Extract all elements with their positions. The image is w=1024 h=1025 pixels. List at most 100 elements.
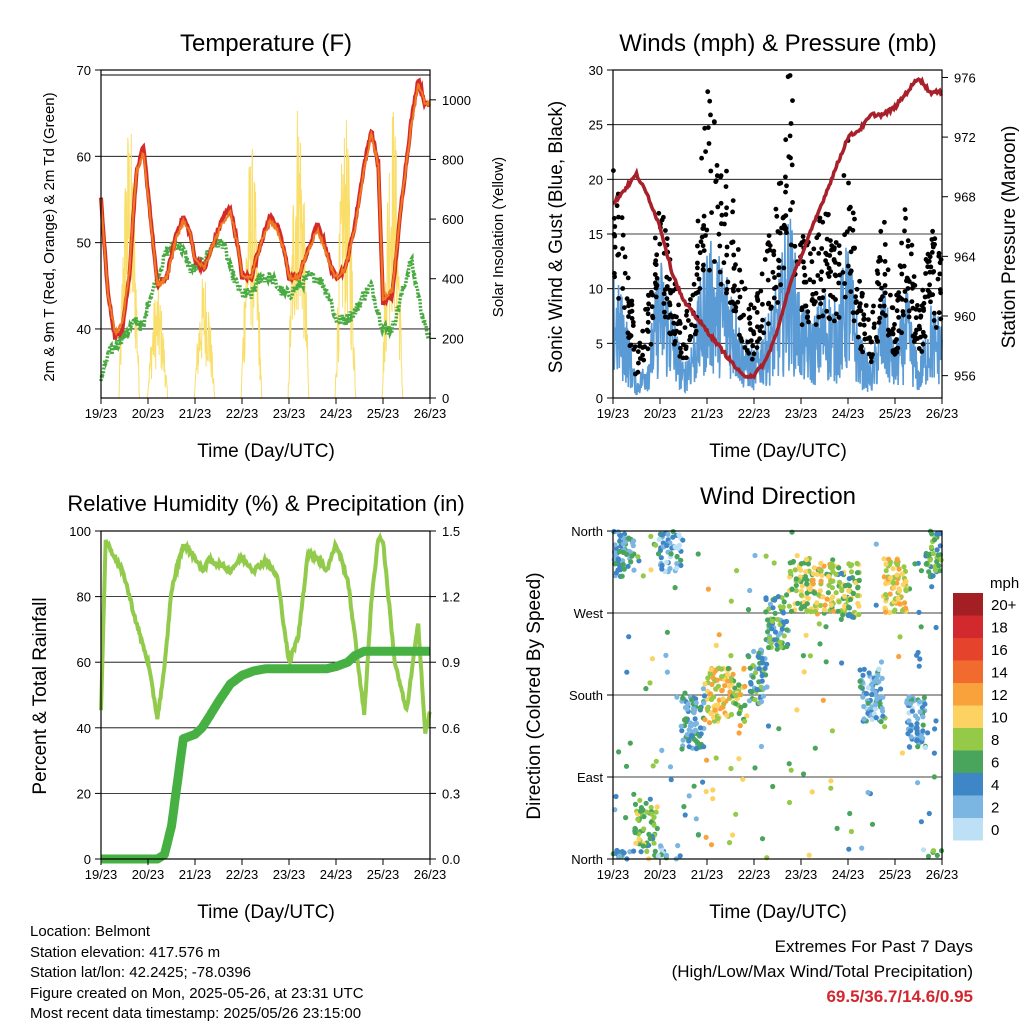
gust-point xyxy=(871,325,877,330)
gust-point xyxy=(900,309,906,314)
wind-direction-point xyxy=(914,737,920,743)
gust-point xyxy=(911,339,917,344)
wind-direction-point xyxy=(686,793,692,799)
wind-direction-point xyxy=(697,705,703,711)
direction-x-tick-label: 26/23 xyxy=(926,867,959,882)
wind-direction-point xyxy=(789,529,795,535)
wind-direction-point xyxy=(726,840,733,846)
gust-point xyxy=(902,207,908,213)
wind-direction-point xyxy=(822,602,828,608)
gust-point xyxy=(703,233,708,238)
wind-direction-point xyxy=(895,596,901,602)
wind-direction-point xyxy=(903,605,909,611)
wind-direction-point xyxy=(854,570,861,576)
wind-direction-point xyxy=(664,629,671,635)
wind-direction-point xyxy=(894,557,900,563)
gust-point xyxy=(837,250,843,256)
wind-direction-point xyxy=(914,721,920,727)
gust-point xyxy=(640,328,646,334)
gust-point xyxy=(848,249,854,255)
gust-point xyxy=(876,320,882,325)
wind-direction-point xyxy=(804,594,810,601)
gust-point xyxy=(739,279,745,285)
wind-direction-point xyxy=(871,678,878,685)
wind-direction-point xyxy=(747,665,753,671)
gust-point xyxy=(813,322,819,327)
wind-direction-point xyxy=(760,693,767,699)
wind-direction-point xyxy=(803,632,809,638)
wind-direction-point xyxy=(726,683,733,689)
wind-direction-point xyxy=(772,597,778,603)
gust-point xyxy=(680,355,686,361)
wind-direction-point xyxy=(668,551,674,557)
humidity-plot-frame xyxy=(100,530,431,860)
gust-point xyxy=(802,272,808,278)
speed-legend-label: 8 xyxy=(991,732,999,749)
gust-point xyxy=(626,314,631,319)
wind-direction-point xyxy=(746,654,752,660)
wind-direction-point xyxy=(876,666,882,673)
gust-point xyxy=(729,240,734,246)
gust-point xyxy=(690,292,696,298)
gust-point xyxy=(935,276,941,282)
wind-direction-point xyxy=(839,587,845,594)
gust-point xyxy=(936,310,942,316)
gust-point xyxy=(906,314,912,320)
wind-direction-point xyxy=(676,532,682,538)
gust-point xyxy=(694,272,700,277)
wind-direction-point xyxy=(917,656,923,662)
direction-x-tick-label: 20/23 xyxy=(644,867,677,882)
wind-direction-point xyxy=(678,723,684,729)
gust-point xyxy=(784,183,789,189)
gust-point xyxy=(861,312,867,318)
gust-point xyxy=(701,248,707,254)
wind-direction-point xyxy=(727,689,733,695)
gust-point xyxy=(801,265,807,271)
wind-direction-point xyxy=(746,698,753,704)
wind-direction-point xyxy=(928,544,935,550)
gust-point xyxy=(927,289,932,295)
gust-point xyxy=(882,259,888,264)
wind-direction-point xyxy=(883,581,889,587)
gust-point xyxy=(783,189,788,195)
gust-point xyxy=(836,315,842,320)
speed-legend-swatch xyxy=(953,750,983,773)
wind-direction-point xyxy=(899,571,905,577)
gust-point xyxy=(735,247,741,252)
wind-direction-point xyxy=(800,653,807,659)
gust-point xyxy=(882,219,887,225)
extremes-box: Extremes For Past 7 Days (High/Low/Max W… xyxy=(672,934,973,1009)
wind-direction-point xyxy=(781,599,787,605)
gust-point xyxy=(923,257,929,262)
gust-point xyxy=(739,338,745,344)
wind-direction-point xyxy=(934,547,940,553)
recent-data-timestamp: Most recent data timestamp: 2025/05/26 2… xyxy=(30,1005,362,1022)
wind-direction-point xyxy=(691,783,697,789)
wind-direction-point xyxy=(719,688,725,694)
gust-point xyxy=(766,300,772,306)
wind-direction-point xyxy=(931,774,938,780)
wind-direction-point xyxy=(937,531,943,537)
gust-point xyxy=(663,228,668,233)
wind-direction-point xyxy=(737,723,743,729)
direction-y-tick-label: North xyxy=(571,852,603,867)
gust-point xyxy=(927,282,932,288)
wind-direction-point xyxy=(925,552,932,558)
gust-point xyxy=(861,317,867,322)
gust-point xyxy=(783,213,789,219)
wind-direction-point xyxy=(760,660,766,666)
gust-point xyxy=(630,323,636,328)
gust-point xyxy=(737,315,743,321)
gust-point xyxy=(880,310,885,315)
gust-point xyxy=(719,212,725,218)
wind-direction-point xyxy=(643,686,649,692)
wind-direction-point xyxy=(810,581,816,587)
wind-direction-point xyxy=(804,577,810,583)
gust-point xyxy=(931,318,937,323)
wind-direction-point xyxy=(728,711,735,718)
wind-direction-point xyxy=(683,716,689,722)
wind-direction-point xyxy=(935,552,941,558)
wind-direction-point xyxy=(682,705,689,711)
wind-direction-point xyxy=(887,609,893,616)
gust-point xyxy=(776,265,782,271)
